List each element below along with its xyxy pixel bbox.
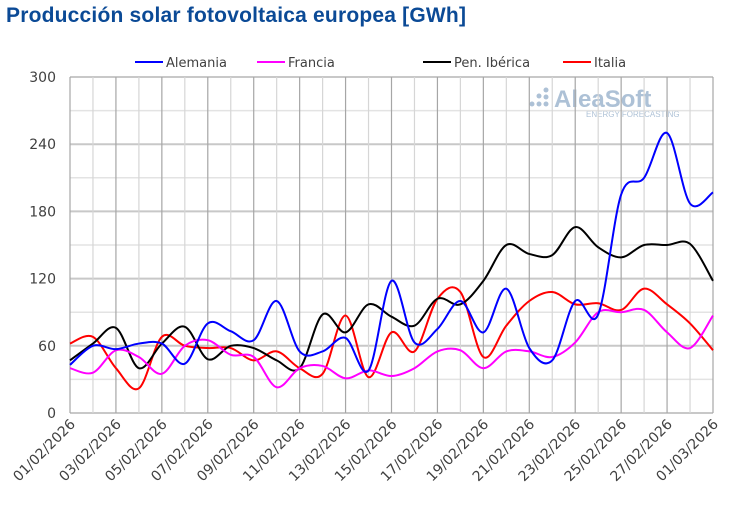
aleasoft-logo: AleaSoft ENERGY FORECASTING	[529, 86, 680, 119]
svg-text:ENERGY FORECASTING: ENERGY FORECASTING	[586, 110, 680, 119]
y-tick-label: 120	[29, 272, 56, 288]
y-tick-label: 0	[47, 406, 56, 422]
y-tick-label: 60	[38, 339, 56, 355]
series-line-alemania	[69, 131, 714, 373]
series-line-italia	[69, 286, 714, 391]
legend-label: Italia	[594, 56, 626, 71]
series-line-francia	[69, 307, 714, 389]
svg-text:AleaSoft: AleaSoft	[554, 86, 651, 113]
chart-title: Producción solar fotovoltaica europea [G…	[6, 4, 467, 27]
legend-label: Alemania	[166, 56, 227, 71]
legend-label: Francia	[288, 56, 335, 71]
y-tick-label: 240	[29, 137, 56, 153]
y-tick-label: 300	[29, 70, 56, 86]
series-line-pen-ibérica	[69, 226, 714, 372]
y-tick-label: 180	[29, 204, 56, 220]
legend-label: Pen. Ibérica	[454, 56, 530, 71]
